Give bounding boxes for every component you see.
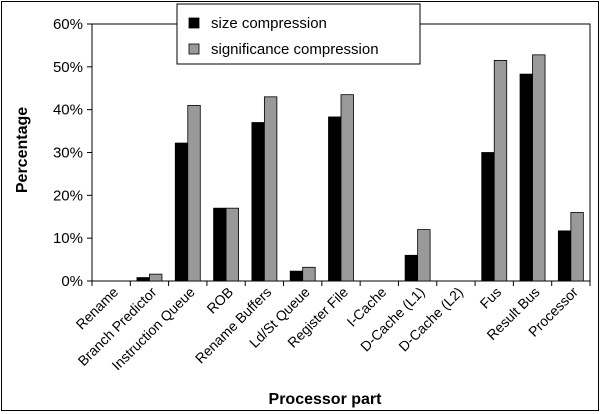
bar-significance bbox=[571, 212, 584, 281]
bar-significance bbox=[418, 230, 431, 281]
legend-swatch bbox=[189, 44, 199, 54]
bar-size bbox=[175, 143, 188, 281]
bar-size bbox=[214, 208, 227, 281]
bar-significance bbox=[226, 208, 239, 281]
y-tick-label: 50% bbox=[53, 59, 83, 76]
y-tick-label: 20% bbox=[53, 187, 83, 204]
bar-significance bbox=[494, 60, 507, 281]
y-tick-label: 30% bbox=[53, 145, 83, 162]
bar-significance bbox=[341, 95, 354, 281]
bar-significance bbox=[188, 105, 201, 281]
bar-size bbox=[482, 153, 495, 282]
y-axis-title: Percentage bbox=[14, 107, 31, 193]
legend-label: size compression bbox=[211, 15, 327, 32]
x-category-label: ROB bbox=[203, 284, 236, 317]
bar-size bbox=[520, 74, 533, 281]
x-axis-title: Processor part bbox=[269, 391, 383, 408]
y-tick-label: 0% bbox=[61, 273, 83, 290]
bar-size bbox=[252, 123, 265, 281]
x-category-label: Fus bbox=[477, 284, 505, 312]
bar-significance bbox=[149, 274, 162, 281]
legend-label: significance compression bbox=[211, 41, 379, 58]
bar-significance bbox=[533, 55, 546, 281]
bar-significance bbox=[303, 267, 316, 281]
bar-size bbox=[558, 231, 571, 281]
bar-size bbox=[329, 117, 342, 281]
bar-size bbox=[137, 278, 150, 281]
bar-size bbox=[405, 255, 418, 281]
legend: size compression significance compression bbox=[177, 4, 420, 64]
legend-swatch bbox=[189, 18, 199, 28]
y-tick-label: 60% bbox=[53, 16, 83, 33]
bar-significance bbox=[264, 97, 277, 281]
bar-size bbox=[290, 271, 303, 281]
y-tick-label: 40% bbox=[53, 102, 83, 119]
y-tick-label: 10% bbox=[53, 230, 83, 247]
